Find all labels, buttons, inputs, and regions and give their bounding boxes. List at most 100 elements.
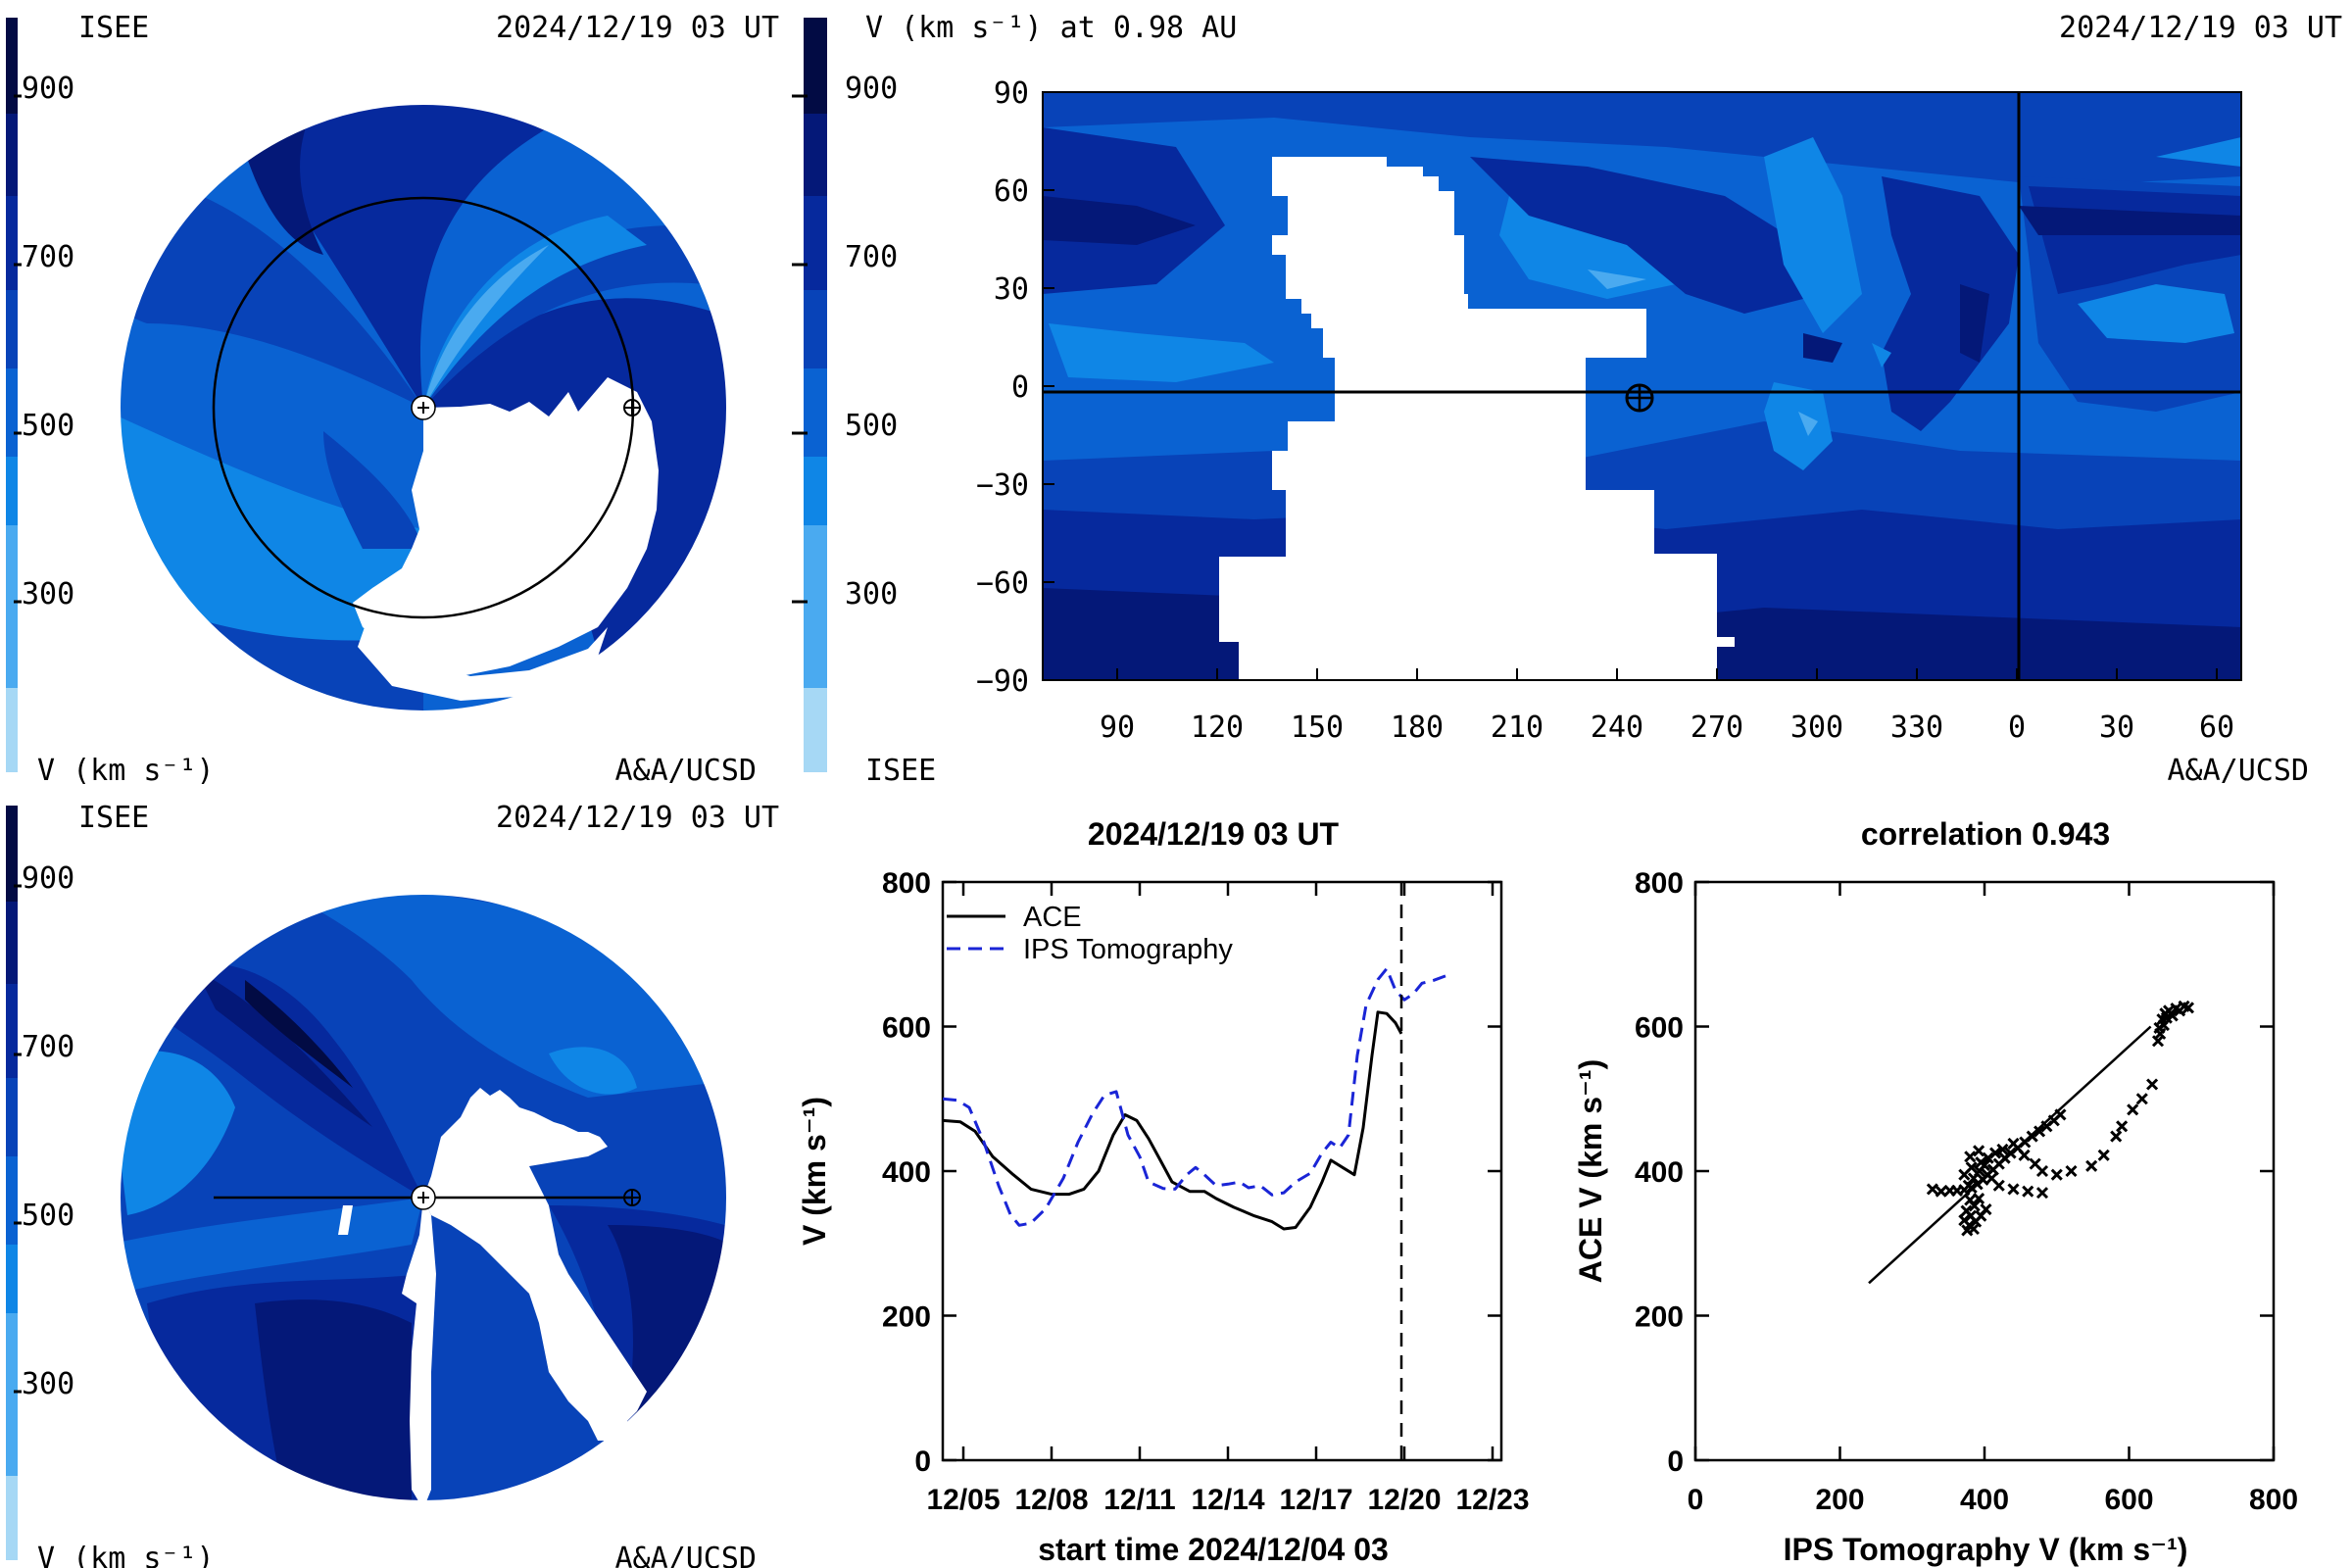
tr-x-tick-label: 90: [1100, 710, 1135, 745]
tr-y-tick-label: −90: [976, 664, 1029, 699]
sc-point: [1975, 1156, 1987, 1169]
tr-x-tick-label: 180: [1391, 710, 1444, 745]
sc-point: [2097, 1149, 2110, 1161]
tr-x-tick-label: 210: [1491, 710, 1544, 745]
tr-y-axis: 90 60 30 0 −30 −60 −90: [976, 76, 1054, 699]
sc-y-tick-label: 200: [1635, 1301, 1684, 1334]
ts-series-ips-line: [942, 967, 1446, 1227]
bl-colorbar: 900 700 500 300: [6, 806, 74, 1560]
tr-x-tick-label: 300: [1790, 710, 1843, 745]
tl-cbar-tick-300: 300: [22, 577, 74, 612]
bl-credit: A&A/UCSD: [615, 1542, 758, 1568]
sc-point: [1961, 1224, 1974, 1237]
tr-title: V (km s⁻¹) at 0.98 AU: [865, 11, 1237, 45]
sc-point: [2018, 1149, 2031, 1161]
sc-point: [2026, 1130, 2038, 1143]
ts-x-tick-label: 12/23: [1455, 1484, 1529, 1516]
sc-axes: 0 200 400 600 800 0 200 400 600 800: [1635, 867, 2298, 1516]
bl-org-label: ISEE: [78, 801, 149, 835]
tr-synoptic-map: [1043, 92, 2241, 680]
ts-y-axis-label: V (km s⁻¹): [797, 1097, 832, 1246]
tr-cbar-tick-700: 700: [845, 240, 898, 274]
bl-timestamp: 2024/12/19 03 UT: [496, 801, 779, 835]
bl-cbar-tick-700: 700: [22, 1030, 74, 1064]
sc-points: [1926, 1000, 2195, 1237]
tr-y-tick-label: 60: [994, 174, 1029, 209]
ts-plot-frame: [941, 880, 1503, 1462]
sc-point: [2127, 1103, 2139, 1116]
tr-y-tick-label: 90: [994, 76, 1029, 111]
tr-y-tick-label: −60: [976, 566, 1029, 601]
tl-colorbar-label: V (km s⁻¹): [37, 754, 215, 788]
tr-y-tick-label: 0: [1011, 370, 1029, 405]
tr-org-label: ISEE: [865, 754, 936, 788]
sc-point: [2007, 1137, 2020, 1151]
sc-point: [2035, 1164, 2049, 1178]
sc-point: [1964, 1151, 1977, 1163]
tl-cbar-tick-500: 500: [22, 409, 74, 443]
tr-cbar-tick-500: 500: [845, 409, 898, 443]
sc-point: [1973, 1145, 1985, 1157]
bl-cbar-tick-500: 500: [22, 1199, 74, 1233]
tr-cbar-tick-900: 900: [845, 72, 898, 106]
sc-title: correlation 0.943: [1861, 816, 2110, 852]
tr-x-tick-label: 120: [1191, 710, 1244, 745]
tr-x-tick-label: 270: [1690, 710, 1743, 745]
ts-x-tick-label: 12/20: [1367, 1484, 1441, 1516]
tr-earth-icon: [1625, 383, 1654, 413]
tl-earth-icon: [623, 399, 641, 416]
sc-y-axis-label: ACE V (km s⁻¹): [1573, 1059, 1608, 1283]
tr-cbar-tick-300: 300: [845, 577, 898, 612]
sc-point: [2085, 1159, 2098, 1172]
sc-point: [2050, 1168, 2063, 1181]
sc-y-tick-label: 400: [1635, 1156, 1684, 1189]
ts-legend-ips-label: IPS Tomography: [1023, 934, 1233, 965]
tr-x-tick-label: 330: [1890, 710, 1943, 745]
sc-point: [2116, 1120, 2129, 1133]
ts-y-tick-label: 600: [882, 1012, 931, 1045]
ts-x-axis-label: start time 2024/12/04 03: [1038, 1532, 1389, 1567]
tr-credit: A&A/UCSD: [2168, 754, 2310, 788]
panel-bottom-left: ISEE 2024/12/19 03 UT 900 700 500 300: [6, 801, 779, 1568]
sc-point: [1926, 1183, 1938, 1196]
ts-y-tick-label: 200: [882, 1301, 931, 1334]
panel-top-left: ISEE 2024/12/19 03 UT 900 700 500 300: [6, 11, 779, 788]
ts-legend-ace-label: ACE: [1023, 902, 1082, 933]
ts-series-ace-line: [942, 1010, 1403, 1231]
tr-timestamp: 2024/12/19 03 UT: [2059, 11, 2342, 45]
tr-colorbar: 900 700 500 300: [792, 18, 898, 772]
tr-x-tick-label: 30: [2099, 710, 2134, 745]
tr-y-tick-label: −30: [976, 468, 1029, 503]
sc-x-tick-label: 0: [1688, 1484, 1704, 1516]
ts-title: 2024/12/19 03 UT: [1088, 816, 1340, 852]
ts-x-tick-label: 12/08: [1014, 1484, 1088, 1516]
sc-point: [2007, 1183, 2020, 1196]
ts-legend: ACE IPS Tomography: [947, 902, 1233, 965]
sc-point: [1980, 1203, 1992, 1216]
sc-point: [2181, 1002, 2195, 1014]
sc-point: [1996, 1143, 2009, 1155]
sc-point: [1992, 1179, 2005, 1192]
sc-x-tick-label: 800: [2249, 1484, 2298, 1516]
sc-point: [2035, 1187, 2049, 1200]
sc-y-tick-label: 600: [1635, 1012, 1684, 1045]
bl-cbar-tick-900: 900: [22, 861, 74, 896]
sc-x-tick-label: 400: [1960, 1484, 2009, 1516]
panel-top-right: V (km s⁻¹) at 0.98 AU 2024/12/19 03 UT 9…: [792, 11, 2342, 788]
sc-point: [2154, 1027, 2167, 1040]
sc-point: [1989, 1147, 2002, 1159]
tr-x-tick-label: 240: [1591, 710, 1643, 745]
sc-point: [1962, 1179, 1975, 1192]
tr-x-tick-label: 60: [2199, 710, 2234, 745]
sc-point: [2022, 1185, 2034, 1198]
tr-x-tick-label: 0: [2008, 710, 2026, 745]
sc-point: [2054, 1108, 2067, 1121]
sc-x-tick-label: 600: [2104, 1484, 2153, 1516]
sc-x-tick-label: 200: [1815, 1484, 1864, 1516]
sc-point: [2110, 1130, 2123, 1143]
ts-axes: 0 200 400 600 800 12/05 12/08 12/11 12/14 12/17 12…: [882, 867, 1530, 1516]
sc-point: [1968, 1200, 1981, 1212]
ts-y-tick-label: 400: [882, 1156, 931, 1189]
tl-timestamp: 2024/12/19 03 UT: [496, 11, 779, 45]
tl-org-label: ISEE: [78, 11, 149, 45]
